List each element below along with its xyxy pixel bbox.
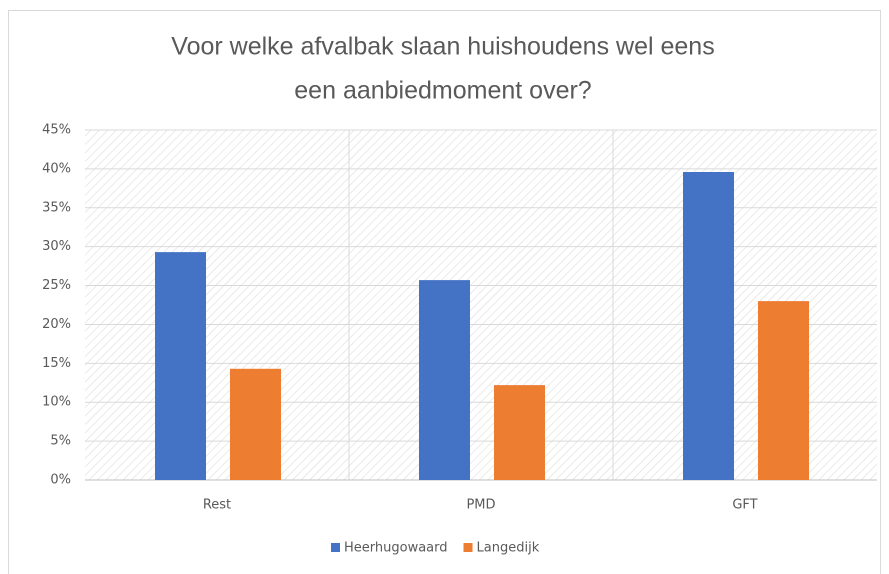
y-tick-label: 15% bbox=[42, 356, 71, 371]
x-tick-label: Rest bbox=[203, 498, 231, 513]
chart-title: een aanbiedmoment over? bbox=[294, 77, 591, 105]
x-tick-label: PMD bbox=[466, 498, 495, 513]
x-tick-label: GFT bbox=[732, 498, 757, 513]
bar bbox=[494, 385, 545, 480]
y-tick-label: 35% bbox=[42, 200, 71, 215]
y-tick-label: 10% bbox=[42, 395, 71, 410]
y-tick-label: 5% bbox=[50, 434, 71, 449]
y-tick-label: 25% bbox=[42, 278, 71, 293]
bar bbox=[419, 280, 470, 480]
plot-area bbox=[85, 130, 877, 480]
y-tick-label: 0% bbox=[50, 473, 71, 488]
y-tick-label: 40% bbox=[42, 161, 71, 176]
bar bbox=[155, 252, 206, 480]
legend-label: Langedijk bbox=[477, 541, 540, 556]
legend-swatch bbox=[463, 543, 473, 552]
chart-title: Voor welke afvalbak slaan huishoudens we… bbox=[171, 33, 714, 61]
y-tick-label: 45% bbox=[42, 123, 71, 138]
legend-label: Heerhugowaard bbox=[344, 541, 448, 556]
y-tick-label: 20% bbox=[42, 317, 71, 332]
bar bbox=[230, 368, 281, 480]
y-tick-label: 30% bbox=[42, 239, 71, 254]
bar bbox=[758, 301, 809, 480]
legend-swatch bbox=[331, 543, 340, 552]
bar bbox=[683, 172, 734, 480]
